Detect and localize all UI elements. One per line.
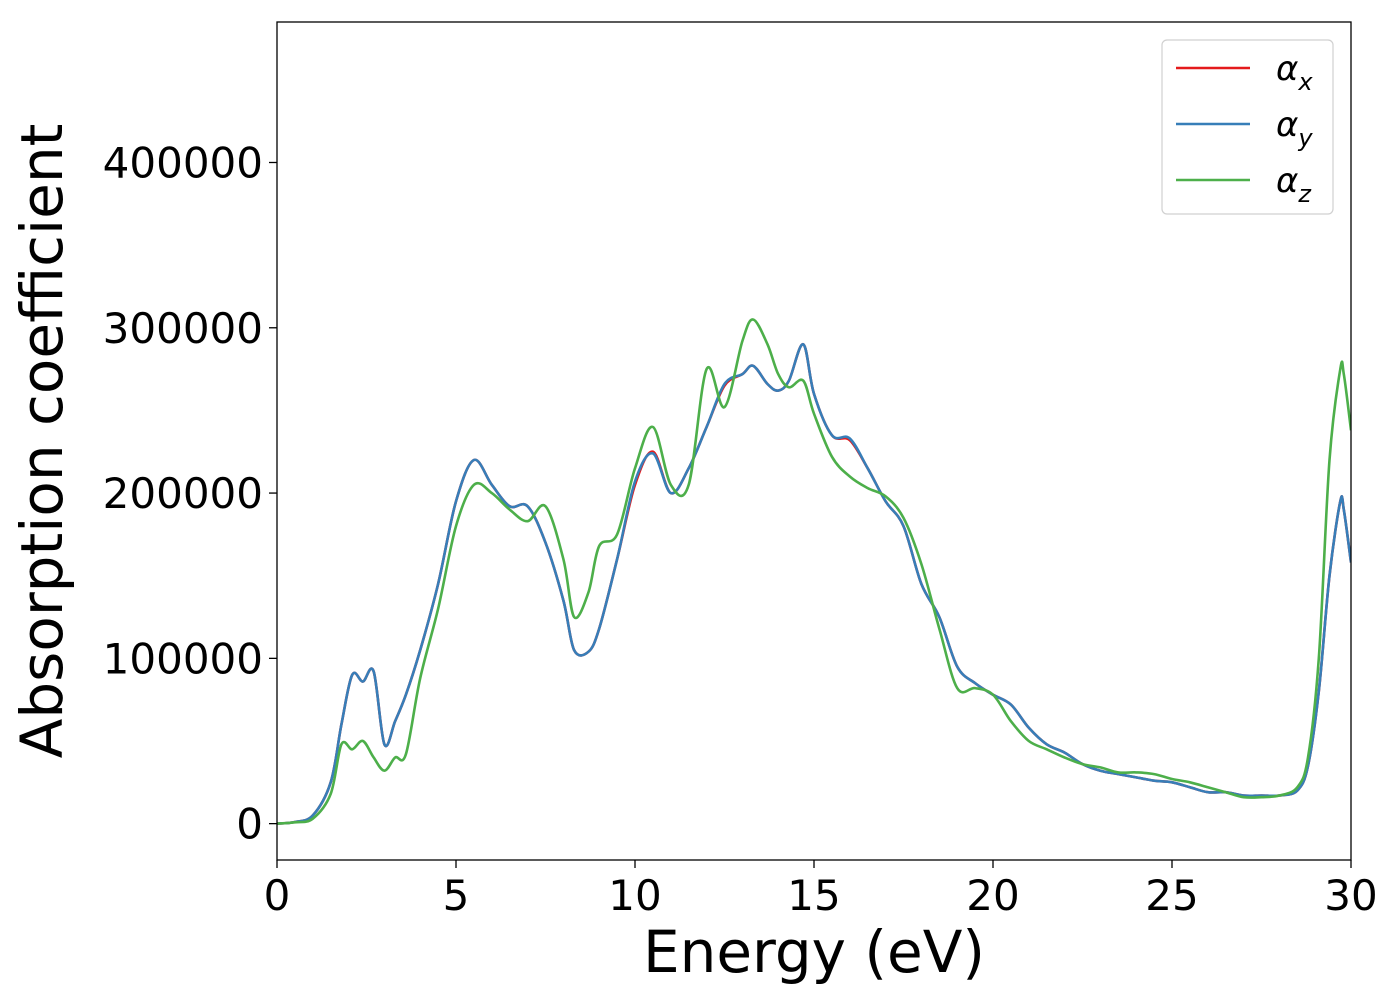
y-axis: 0 100000 200000 300000 400000 [103, 138, 277, 849]
x-tick-label: 0 [264, 871, 291, 920]
legend: αx αy αz [1161, 39, 1334, 215]
y-tick-label: 100000 [103, 634, 263, 683]
series-layer [277, 318, 1351, 825]
x-tick-label: 15 [787, 871, 840, 920]
legend-label: αx [1276, 49, 1313, 96]
y-axis-label: Absorption coefficient [8, 124, 76, 759]
series-line-3 [277, 318, 1351, 825]
legend-label: αy [1276, 105, 1313, 152]
x-axis-label: Energy (eV) [643, 918, 985, 986]
y-tick-label: 0 [236, 800, 263, 849]
x-axis: 0 5 10 15 20 25 30 [264, 860, 1378, 920]
x-tick-label: 20 [966, 871, 1019, 920]
legend-frame [1161, 39, 1334, 215]
x-tick-label: 30 [1324, 871, 1377, 920]
x-tick-label: 25 [1145, 871, 1198, 920]
x-tick-label: 10 [608, 871, 661, 920]
x-tick-label: 5 [443, 871, 470, 920]
y-tick-label: 400000 [103, 138, 263, 187]
legend-label: αz [1276, 161, 1312, 208]
y-tick-label: 300000 [103, 304, 263, 353]
y-tick-label: 200000 [103, 469, 263, 518]
series-line-2 [277, 342, 1351, 825]
